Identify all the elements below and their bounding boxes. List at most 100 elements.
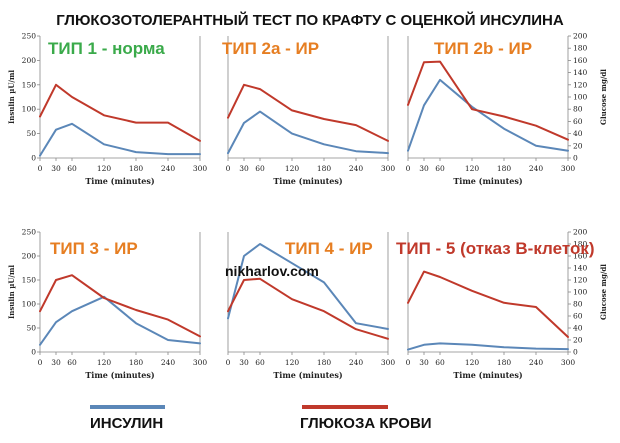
y-right-tick-label: 180	[573, 240, 588, 249]
y-right-tick-label: 140	[573, 68, 588, 77]
y-right-axis-title: Glucose mg/dl	[599, 69, 608, 125]
y-left-tick-label: 250	[22, 228, 37, 237]
y-left-tick-label: 200	[22, 56, 37, 65]
x-tick-label: 60	[67, 358, 77, 367]
x-tick-label: 60	[435, 358, 445, 367]
legend-glucose-label: ГЛЮКОЗА КРОВИ	[300, 415, 432, 432]
insulin-series-line	[39, 122, 201, 157]
y-left-tick-label: 0	[31, 348, 36, 357]
y-right-tick-label: 60	[573, 312, 583, 321]
glucose-series-line	[227, 83, 389, 142]
y-left-tick-label: 50	[26, 129, 36, 138]
y-left-tick-label: 50	[26, 324, 36, 333]
y-right-tick-label: 120	[573, 276, 588, 285]
panel-1: 0 30 60 120 180 240 300 Time (minutes) 0 50 100 150…	[7, 32, 207, 187]
y-right-tick-label: 200	[573, 228, 588, 237]
x-tick-label: 30	[419, 358, 429, 367]
x-tick-label: 60	[255, 358, 265, 367]
x-tick-label: 120	[285, 358, 300, 367]
x-tick-label: 240	[161, 164, 176, 173]
panel-label: ТИП 2b - ИР	[434, 39, 532, 58]
y-right-tick-label: 0	[573, 154, 578, 163]
glucose-series-line	[407, 270, 569, 338]
y-right-tick-label: 100	[573, 288, 588, 297]
panel-2: 0 30 60 120 180 240 300 Time (minutes) ТИП 2а - …	[222, 36, 395, 186]
x-tick-label: 120	[97, 358, 112, 367]
x-tick-label: 60	[67, 164, 77, 173]
x-tick-label: 240	[349, 164, 364, 173]
x-axis-title: Time (minutes)	[85, 370, 155, 380]
x-tick-label: 120	[465, 358, 480, 367]
panel-6: 0 30 60 120 180 240 300 Time (minutes) 0 20 40 60 80…	[396, 228, 608, 381]
x-tick-label: 120	[97, 164, 112, 173]
x-tick-label: 0	[406, 358, 411, 367]
panel-3: 0 30 60 120 180 240 300 Time (minutes) 0 20 40 60 80…	[406, 32, 608, 187]
x-tick-label: 180	[129, 358, 144, 367]
x-axis-title: Time (minutes)	[85, 176, 155, 186]
y-right-tick-label: 180	[573, 44, 588, 53]
x-tick-label: 180	[497, 164, 512, 173]
y-left-axis-title: Insulin µU/ml	[7, 70, 16, 124]
x-tick-label: 0	[38, 358, 43, 367]
x-axis-title: Time (minutes)	[453, 176, 523, 186]
panel-label: ТИП 1 - норма	[48, 39, 165, 58]
y-left-tick-label: 100	[22, 105, 37, 114]
panel-4: 0 30 60 120 180 240 300 Time (minutes) 0 50 100 150…	[7, 228, 207, 381]
x-tick-label: 30	[419, 164, 429, 173]
y-right-tick-label: 40	[573, 324, 583, 333]
x-tick-label: 300	[381, 164, 396, 173]
y-left-tick-label: 150	[22, 80, 37, 89]
x-tick-label: 300	[193, 358, 208, 367]
x-tick-label: 60	[435, 164, 445, 173]
y-left-tick-label: 100	[22, 300, 37, 309]
y-right-tick-label: 200	[573, 32, 588, 41]
y-right-tick-label: 120	[573, 80, 588, 89]
y-right-tick-label: 0	[573, 348, 578, 357]
y-right-tick-label: 20	[573, 336, 583, 345]
glucose-series-line	[39, 83, 201, 142]
x-tick-label: 30	[239, 164, 249, 173]
x-tick-label: 60	[255, 164, 265, 173]
panel-label: ТИП 3 - ИР	[50, 239, 138, 258]
x-tick-label: 120	[285, 164, 300, 173]
y-left-axis-title: Insulin µU/ml	[7, 265, 16, 319]
y-left-tick-label: 150	[22, 276, 37, 285]
x-tick-label: 30	[51, 164, 61, 173]
panel-label: ТИП 2а - ИР	[222, 39, 319, 58]
y-right-tick-label: 80	[573, 105, 583, 114]
x-tick-label: 0	[226, 358, 231, 367]
x-tick-label: 0	[38, 164, 43, 173]
panel-label: ТИП - 5 (отказ В-клеток)	[396, 239, 595, 258]
x-tick-label: 180	[317, 164, 332, 173]
y-right-tick-label: 100	[573, 93, 588, 102]
y-right-tick-label: 80	[573, 300, 583, 309]
x-tick-label: 240	[161, 358, 176, 367]
x-tick-label: 30	[239, 358, 249, 367]
y-right-tick-label: 140	[573, 264, 588, 273]
figure-title: ГЛЮКОЗОТОЛЕРАНТНЫЙ ТЕСТ ПО КРАФТУ С ОЦЕН…	[56, 11, 564, 29]
insulin-series-line	[407, 342, 569, 351]
y-right-tick-label: 60	[573, 117, 583, 126]
x-tick-label: 120	[465, 164, 480, 173]
x-axis-title: Time (minutes)	[273, 176, 343, 186]
x-tick-label: 0	[406, 164, 411, 173]
legend-insulin-label: ИНСУЛИН	[90, 415, 163, 432]
glucose-series-line	[407, 60, 569, 141]
x-tick-label: 300	[561, 164, 576, 173]
y-right-axis-title: Glucose mg/dl	[599, 264, 608, 320]
x-tick-label: 240	[529, 358, 544, 367]
x-tick-label: 240	[529, 164, 544, 173]
x-tick-label: 0	[226, 164, 231, 173]
glucose-series-line	[39, 274, 201, 338]
y-left-tick-label: 200	[22, 252, 37, 261]
legend: ИНСУЛИН ГЛЮКОЗА КРОВИ	[90, 405, 432, 432]
x-axis-title: Time (minutes)	[453, 370, 523, 380]
watermark-text: nikharlov.com	[225, 263, 319, 279]
x-tick-label: 300	[381, 358, 396, 367]
y-right-tick-label: 160	[573, 56, 588, 65]
x-tick-label: 180	[497, 358, 512, 367]
y-left-tick-label: 0	[31, 154, 36, 163]
x-tick-label: 180	[317, 358, 332, 367]
